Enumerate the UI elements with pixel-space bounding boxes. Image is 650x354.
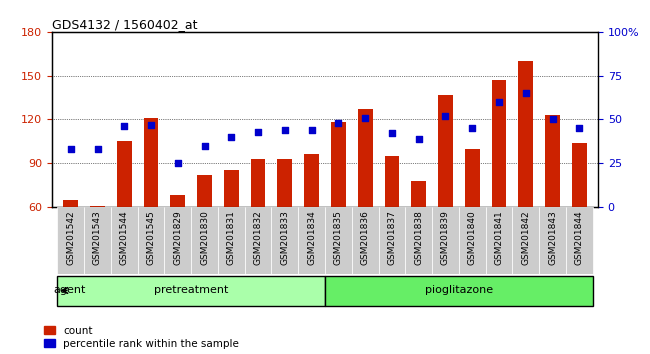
Bar <box>64 200 78 207</box>
Text: GSM201844: GSM201844 <box>575 210 584 265</box>
Bar <box>224 171 239 207</box>
Point <box>226 134 237 140</box>
Bar <box>144 118 159 207</box>
Bar <box>465 149 480 207</box>
Bar <box>545 115 560 207</box>
Point <box>119 124 129 129</box>
Bar <box>325 207 352 274</box>
Text: agent: agent <box>53 285 86 296</box>
Bar <box>519 61 533 207</box>
Text: GSM201544: GSM201544 <box>120 210 129 265</box>
Bar <box>138 207 164 274</box>
Bar <box>406 207 432 274</box>
Point <box>92 146 103 152</box>
Text: GDS4132 / 1560402_at: GDS4132 / 1560402_at <box>52 18 198 31</box>
Text: GSM201834: GSM201834 <box>307 210 316 265</box>
Point <box>146 122 156 127</box>
Bar <box>272 207 298 274</box>
Bar <box>432 207 459 274</box>
Point <box>66 146 76 152</box>
Bar <box>459 207 486 274</box>
Text: GSM201835: GSM201835 <box>334 210 343 265</box>
Point <box>440 113 450 119</box>
Point <box>280 127 290 133</box>
Point <box>253 129 263 135</box>
Text: GSM201842: GSM201842 <box>521 210 530 265</box>
Text: GSM201545: GSM201545 <box>146 210 155 265</box>
Bar <box>331 122 346 207</box>
Bar <box>164 207 191 274</box>
Point <box>547 116 558 122</box>
Text: GSM201542: GSM201542 <box>66 210 75 265</box>
Text: GSM201833: GSM201833 <box>280 210 289 265</box>
Point <box>333 120 344 126</box>
Point <box>200 143 210 149</box>
Point <box>494 99 504 105</box>
Bar <box>539 207 566 274</box>
Bar <box>304 154 319 207</box>
Point <box>413 136 424 142</box>
Point <box>306 127 317 133</box>
Text: GSM201839: GSM201839 <box>441 210 450 265</box>
Bar <box>572 143 587 207</box>
Bar <box>218 207 244 274</box>
Point <box>387 131 397 136</box>
Bar <box>111 207 138 274</box>
Point <box>574 125 584 131</box>
Point <box>173 160 183 166</box>
Text: GSM201843: GSM201843 <box>548 210 557 265</box>
Text: GSM201830: GSM201830 <box>200 210 209 265</box>
Bar <box>491 80 506 207</box>
Text: GSM201832: GSM201832 <box>254 210 263 265</box>
Text: GSM201831: GSM201831 <box>227 210 236 265</box>
Bar <box>191 207 218 274</box>
Bar <box>244 207 272 274</box>
Text: GSM201838: GSM201838 <box>414 210 423 265</box>
Bar <box>251 159 265 207</box>
Bar <box>278 159 292 207</box>
Text: pioglitazone: pioglitazone <box>424 285 493 296</box>
Bar <box>486 207 512 274</box>
Bar <box>170 195 185 207</box>
Point <box>467 125 477 131</box>
Bar <box>325 276 593 306</box>
Bar <box>298 207 325 274</box>
Bar <box>385 156 399 207</box>
Bar <box>566 207 593 274</box>
Bar <box>378 207 406 274</box>
Bar <box>197 175 212 207</box>
Text: GSM201829: GSM201829 <box>174 210 182 265</box>
Bar <box>57 207 84 274</box>
Bar <box>352 207 378 274</box>
Bar <box>358 109 372 207</box>
Point <box>521 90 531 96</box>
Text: pretreatment: pretreatment <box>154 285 228 296</box>
Text: GSM201841: GSM201841 <box>495 210 504 265</box>
Legend: count, percentile rank within the sample: count, percentile rank within the sample <box>44 326 239 349</box>
Text: GSM201840: GSM201840 <box>468 210 476 265</box>
Bar <box>57 276 325 306</box>
Bar <box>117 141 131 207</box>
Text: GSM201837: GSM201837 <box>387 210 396 265</box>
Bar <box>84 207 111 274</box>
Point <box>360 115 370 120</box>
Text: GSM201543: GSM201543 <box>93 210 102 265</box>
Text: GSM201836: GSM201836 <box>361 210 370 265</box>
Bar <box>411 181 426 207</box>
Bar <box>512 207 539 274</box>
Bar <box>438 95 453 207</box>
Bar <box>90 206 105 207</box>
